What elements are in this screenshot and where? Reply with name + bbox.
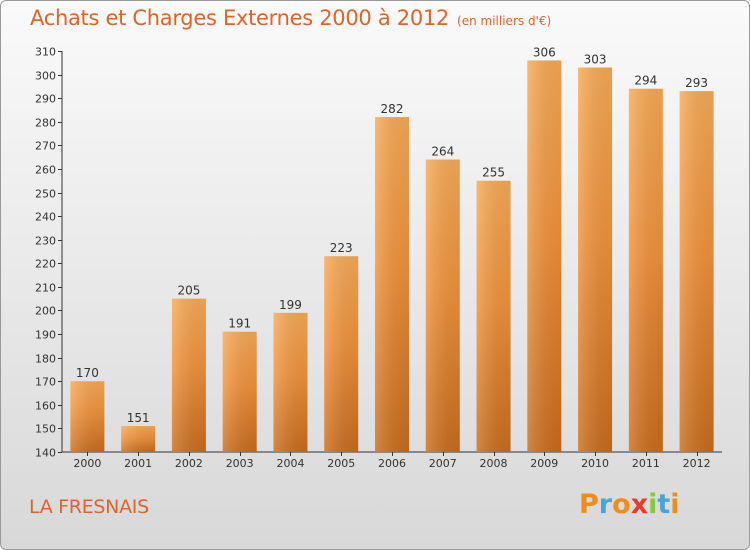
- bar-shade: [171, 298, 206, 452]
- y-tick-label: 260: [35, 164, 56, 177]
- y-tick-label: 300: [35, 70, 56, 83]
- x-tick-label: 2008: [480, 457, 508, 470]
- x-tick-label: 2005: [327, 457, 355, 470]
- value-label: 205: [177, 284, 200, 298]
- y-tick-label: 190: [35, 329, 56, 342]
- value-label: 151: [127, 411, 150, 425]
- logo-letter: i: [648, 489, 658, 520]
- bar-shade: [628, 88, 663, 452]
- y-tick-label: 180: [35, 353, 56, 366]
- x-tick-label: 2009: [530, 457, 558, 470]
- chart-header: Achats et Charges Externes 2000 à 2012 (e…: [30, 6, 551, 30]
- y-tick-label: 220: [35, 258, 56, 271]
- value-label: 264: [431, 145, 454, 159]
- x-tick-label: 2001: [124, 457, 152, 470]
- value-label: 293: [685, 76, 708, 90]
- value-label: 282: [381, 102, 404, 116]
- value-label: 306: [533, 45, 556, 59]
- y-tick-label: 290: [35, 93, 56, 106]
- bar-shade: [578, 67, 613, 452]
- value-label: 255: [482, 166, 505, 180]
- x-tick-label: 2002: [175, 457, 203, 470]
- x-tick-label: 2004: [276, 457, 304, 470]
- x-tick-label: 2007: [429, 457, 457, 470]
- bar-shade: [222, 331, 257, 452]
- x-tick-label: 2003: [226, 457, 254, 470]
- y-tick-label: 270: [35, 140, 56, 153]
- bar-shade: [70, 381, 105, 452]
- data-labels: 170 151 205 191 199 223 282 264 255 306 303 294 293: [76, 45, 708, 425]
- bar-shade: [375, 117, 409, 452]
- value-label: 294: [634, 74, 657, 88]
- bar-shade: [121, 426, 156, 452]
- y-tick-label: 210: [35, 282, 56, 295]
- x-tick-label: 2000: [73, 457, 101, 470]
- logo-letter: x: [630, 489, 649, 520]
- y-tick-label: 150: [35, 423, 56, 436]
- y-tick-label: 240: [35, 211, 56, 224]
- y-tick-label: 200: [35, 305, 56, 318]
- proxiti-logo: Proxiti: [579, 489, 680, 520]
- x-tick-label: 2006: [378, 457, 406, 470]
- bar-shade: [476, 180, 511, 452]
- bar-shade: [527, 60, 562, 452]
- x-tick-label: 2011: [632, 457, 660, 470]
- y-tick-label: 160: [35, 400, 56, 413]
- y-tick-label: 310: [35, 46, 56, 59]
- chart-title: Achats et Charges Externes 2000 à 2012: [30, 6, 450, 30]
- logo-letter: r: [598, 489, 613, 520]
- value-label: 223: [330, 241, 353, 255]
- value-label: 170: [76, 366, 99, 380]
- y-tick-label: 280: [35, 117, 56, 130]
- x-tick-label: 2010: [581, 457, 609, 470]
- place-name: LA FRESNAIS: [29, 496, 149, 518]
- bar-shade: [324, 256, 359, 452]
- chart-subtitle: (en milliers d'€): [457, 14, 552, 28]
- y-tick-label: 230: [35, 235, 56, 248]
- axes: 140 150 160 170 180 190 200 210 220 230 240 250 260 2…: [35, 46, 722, 470]
- logo-letter: i: [670, 489, 680, 520]
- bar-shade: [679, 91, 714, 452]
- logo-letter: P: [579, 489, 599, 520]
- bar-shade: [425, 159, 460, 452]
- logo-letter: o: [612, 489, 631, 520]
- logo-letter: t: [657, 489, 671, 520]
- x-tick-label: 2012: [683, 457, 711, 470]
- value-label: 199: [279, 298, 302, 312]
- bar-shade: [273, 312, 308, 452]
- value-label: 191: [228, 317, 251, 331]
- value-label: 303: [584, 53, 607, 67]
- bars: [70, 60, 714, 452]
- y-tick-label: 250: [35, 188, 56, 201]
- y-tick-label: 140: [35, 447, 56, 460]
- y-tick-label: 170: [35, 376, 56, 389]
